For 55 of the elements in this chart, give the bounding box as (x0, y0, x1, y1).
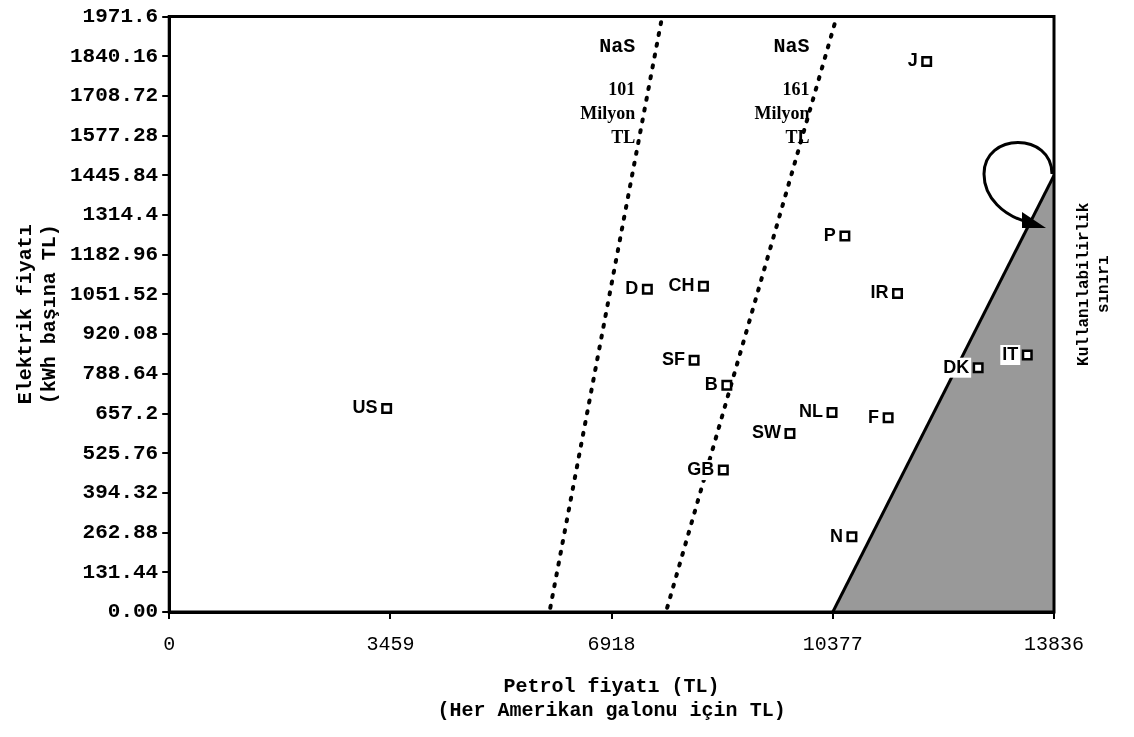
annotation: IT (1002, 343, 1019, 364)
x-tick-label: 6918 (587, 633, 636, 657)
point (921, 55, 933, 67)
y-tick-label: 131.44 (82, 560, 159, 584)
annotation: CH (668, 275, 695, 296)
series-label: NaS 101 Milyon TL (580, 34, 636, 148)
annotation: DK (943, 356, 970, 377)
y-tick-label: 525.76 (82, 441, 159, 465)
point (839, 230, 851, 242)
y-tick-label: 1051.52 (70, 282, 159, 306)
annotation: US (352, 397, 378, 418)
point (717, 464, 729, 476)
point (688, 354, 700, 366)
y-tick-label: 262.88 (82, 520, 159, 544)
point (381, 402, 393, 414)
x-axis-title: Petrol fiyatı (TL) (Her Amerikan galonu için TL) (437, 675, 786, 723)
y-tick-label: 0.00 (107, 600, 159, 624)
x-tick-label: 13836 (1023, 633, 1085, 657)
y-tick-label: 657.2 (95, 401, 159, 425)
annotation: NL (799, 401, 824, 422)
y-tick-label: 1182.96 (70, 243, 159, 267)
annotation: J (907, 50, 918, 71)
point (1021, 349, 1033, 361)
annotation: P (823, 224, 836, 245)
y-tick-label: 920.08 (82, 322, 159, 346)
annotation: IR (870, 282, 889, 303)
annotation: SW (751, 422, 781, 443)
annotation: GB (687, 459, 715, 480)
y-axis-title: Elektrik fiyatı (kWh başına TL) (14, 224, 62, 405)
point (882, 412, 894, 424)
point (846, 531, 858, 543)
annotation: F (868, 406, 880, 427)
y-tick-label: 394.32 (82, 481, 159, 505)
annotation: N (829, 525, 843, 546)
y-tick-label: 1445.84 (70, 163, 159, 187)
annotation: B (704, 374, 718, 395)
point (641, 283, 653, 295)
y-tick-label: 788.64 (82, 362, 159, 386)
y-tick-label: 1971.6 (82, 4, 159, 28)
x-tick-label: 10377 (802, 633, 863, 657)
point (892, 287, 904, 299)
annotation: SF (662, 349, 686, 370)
point (972, 362, 984, 374)
annotation: D (625, 278, 639, 299)
x-tick-label: 0 (163, 633, 176, 657)
point (721, 379, 733, 391)
legend-label: Kullanılabilirlik sınırı (1075, 202, 1114, 366)
y-tick-label: 1314.4 (82, 203, 159, 227)
point (697, 280, 709, 292)
x-tick-label: 3459 (366, 633, 415, 657)
point (784, 428, 796, 440)
point (826, 406, 838, 418)
y-tick-label: 1840.16 (70, 44, 159, 68)
y-tick-label: 1577.28 (70, 123, 159, 147)
y-tick-label: 1708.72 (70, 84, 159, 108)
